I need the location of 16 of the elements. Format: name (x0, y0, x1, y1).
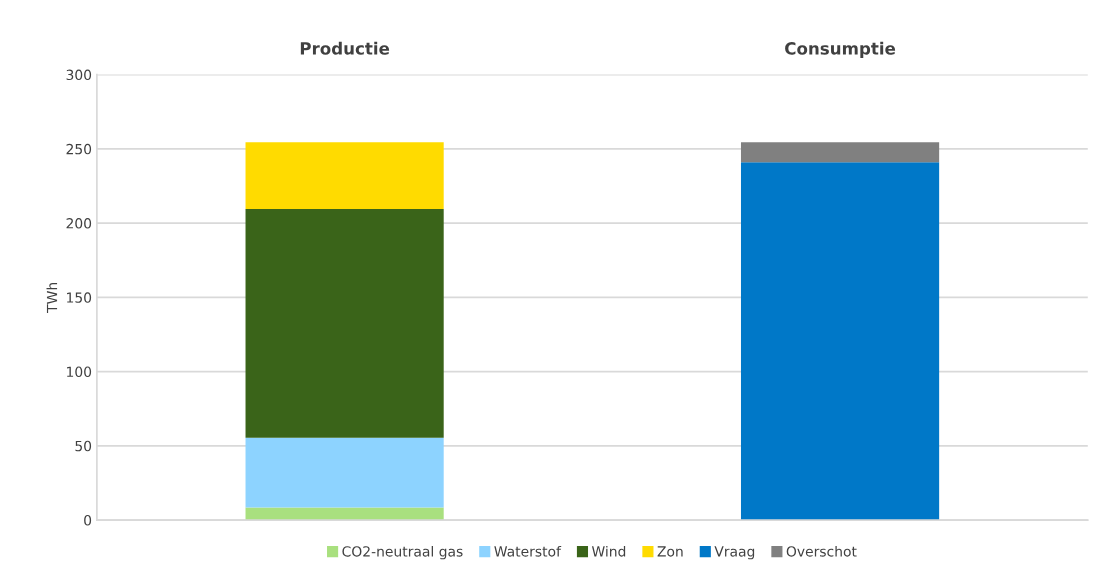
x-tick-label: Consumptie (785, 41, 896, 58)
y-tick-label: 0 (84, 515, 92, 526)
legend-label: CO2-neutraal gas (342, 545, 463, 560)
x-tick-label: Productie (300, 41, 390, 55)
y-tick-label: 150 (67, 292, 92, 303)
legend-label: Vraag (714, 546, 755, 560)
y-tick-label: 250 (66, 143, 92, 155)
y-tick-label: 50 (75, 440, 92, 452)
legend-label: Overschot (786, 545, 857, 557)
y-tick-label: 300 (66, 69, 92, 81)
y-tick-label: 100 (67, 366, 92, 378)
legend-label: Zon (657, 546, 683, 557)
y-axis-title: TWh (46, 283, 58, 313)
y-tick-label: 200 (66, 218, 92, 229)
legend-label: Wind (591, 545, 626, 557)
legend-label: Waterstof (494, 545, 562, 557)
